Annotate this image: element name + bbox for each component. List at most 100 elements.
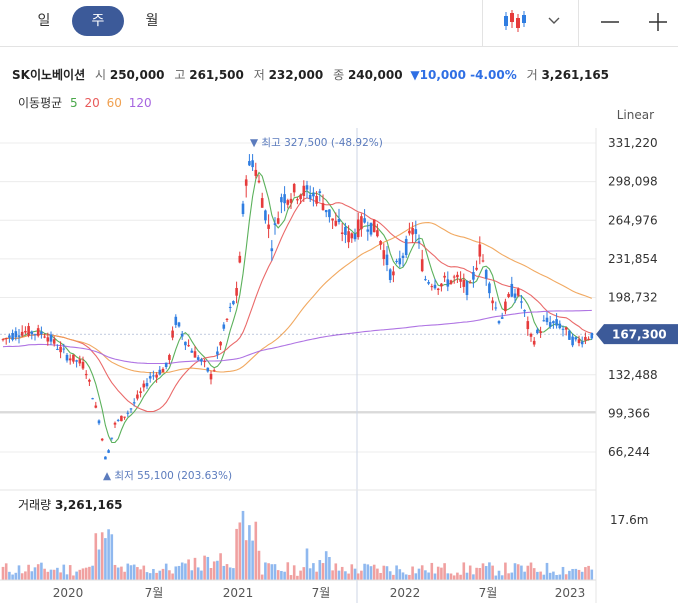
volume-bar xyxy=(318,560,322,580)
candle-body xyxy=(248,161,251,166)
volume-bar xyxy=(558,574,562,580)
candle-body xyxy=(43,336,46,338)
candle-body xyxy=(417,241,421,243)
volume-bar xyxy=(344,571,347,580)
candle-body xyxy=(75,360,78,362)
volume-bar xyxy=(145,572,149,580)
candle-body xyxy=(136,394,139,399)
moving-average-legend[interactable]: 이동평균 5 20 60 120 xyxy=(18,94,152,111)
candle-body xyxy=(190,350,194,353)
candle-body xyxy=(536,329,539,334)
candle-body xyxy=(571,336,574,346)
candle-body xyxy=(510,283,514,297)
candle-body xyxy=(164,362,168,368)
candle-body xyxy=(81,361,85,369)
volume-bar xyxy=(433,573,437,580)
volume-bar xyxy=(520,565,523,580)
volume-bar xyxy=(225,564,229,580)
candle-body xyxy=(235,287,238,296)
volume-bar xyxy=(478,568,482,580)
candle-body xyxy=(260,198,264,208)
volume-bar xyxy=(449,573,453,580)
volume-bar xyxy=(545,562,549,580)
volume-bar xyxy=(500,575,504,580)
candle-body xyxy=(516,288,520,296)
volume-bar xyxy=(267,563,270,580)
tab-weekly[interactable]: 주 xyxy=(72,6,124,36)
candle-body xyxy=(392,271,395,276)
candle-body xyxy=(318,191,322,193)
volume-value: 3,261,165 xyxy=(541,68,610,82)
current-price-badge xyxy=(596,324,678,345)
volume-bar xyxy=(468,565,472,580)
current-price-label: 167,300 xyxy=(612,328,667,342)
y-tick-label: 99,366 xyxy=(608,406,650,420)
volume-bar xyxy=(33,567,37,580)
candle-body xyxy=(244,179,248,186)
ma-60-label: 60 xyxy=(106,96,122,110)
volume-bar xyxy=(472,574,475,580)
tab-monthly[interactable]: 월 xyxy=(145,13,159,29)
candle-body xyxy=(500,317,504,319)
volume-bar xyxy=(427,572,430,580)
y-tick-label: 264,976 xyxy=(608,213,658,227)
candle-body xyxy=(52,339,56,344)
candle-body xyxy=(91,398,94,400)
candle-body xyxy=(385,254,389,266)
ma-5-label: 5 xyxy=(70,96,78,110)
volume-bar xyxy=(75,571,78,580)
volume-bar xyxy=(248,525,251,580)
volume-bar xyxy=(411,566,414,580)
volume-bar xyxy=(417,568,421,580)
candle-body xyxy=(395,260,398,263)
scale-mode-button[interactable]: Linear xyxy=(616,108,654,122)
zoom-out-button[interactable] xyxy=(598,10,622,34)
zoom-in-button[interactable] xyxy=(646,10,670,34)
volume-bar xyxy=(177,565,181,580)
candle-body xyxy=(462,279,466,287)
volume-bar xyxy=(168,570,171,580)
volume-bar xyxy=(363,563,366,580)
candle-body xyxy=(49,334,53,342)
candle-body xyxy=(203,361,206,363)
chart-type-button[interactable] xyxy=(500,8,530,34)
volume-bar xyxy=(542,574,546,580)
volume-bar xyxy=(264,562,267,580)
volume-bar xyxy=(507,573,510,580)
volume-bar xyxy=(401,572,405,580)
volume-bar xyxy=(446,573,450,580)
candle-body xyxy=(321,203,325,211)
volume-bar xyxy=(36,564,40,580)
candle-body xyxy=(1,339,5,341)
volume-bar xyxy=(366,564,370,580)
price-chart[interactable]: 331,220 298,098 264,976 231,854 198,732 132,4… xyxy=(0,128,678,603)
candle-body xyxy=(20,331,24,336)
volume-bar xyxy=(126,563,130,580)
volume-bar xyxy=(286,562,290,580)
volume-bar xyxy=(465,572,469,580)
volume-bar xyxy=(254,521,258,580)
volume-bar xyxy=(481,563,485,580)
volume-bar xyxy=(88,566,91,580)
candle-body xyxy=(24,330,27,333)
candle-body xyxy=(312,192,315,197)
candle-body xyxy=(468,282,472,284)
candle-body xyxy=(558,323,562,329)
volume-bar xyxy=(296,575,299,580)
candle-body xyxy=(491,300,494,304)
candle-body xyxy=(363,218,366,223)
candle-body xyxy=(379,240,382,245)
volume-bar xyxy=(184,563,187,580)
candle-body xyxy=(507,293,510,297)
volume-bar xyxy=(321,563,325,580)
candle-body xyxy=(337,219,341,223)
candle-body xyxy=(216,351,219,355)
candle-body xyxy=(280,197,283,203)
volume-bar xyxy=(94,533,98,580)
minus-icon xyxy=(601,21,619,23)
tab-daily[interactable]: 일 xyxy=(37,13,51,29)
candle-body xyxy=(88,379,91,382)
volume-bar xyxy=(152,568,155,580)
close-value: 240,000 xyxy=(347,68,403,82)
chevron-down-icon[interactable] xyxy=(546,12,562,28)
